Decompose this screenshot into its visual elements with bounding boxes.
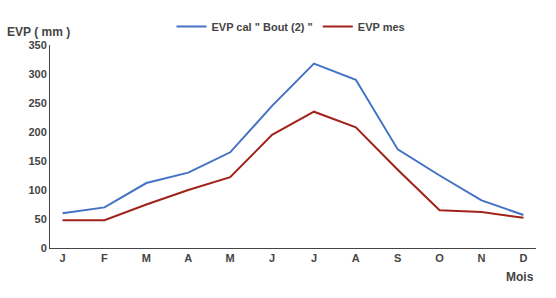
svg-text:M: M [142,252,151,264]
svg-text:EVP mes: EVP mes [358,21,405,33]
svg-text:F: F [101,252,108,264]
svg-text:350: 350 [28,39,46,51]
svg-text:0: 0 [41,242,47,254]
svg-text:250: 250 [28,97,46,109]
svg-text:Mois: Mois [506,270,534,284]
svg-text:150: 150 [28,155,46,167]
svg-text:EVP ( mm ): EVP ( mm ) [7,25,70,39]
svg-text:N: N [478,252,486,264]
svg-text:S: S [394,252,401,264]
svg-text:A: A [352,252,360,264]
svg-text:300: 300 [28,68,46,80]
svg-text:M: M [226,252,235,264]
svg-text:J: J [311,252,317,264]
svg-text:50: 50 [35,213,47,225]
svg-text:200: 200 [28,126,46,138]
svg-text:A: A [184,252,192,264]
svg-text:D: D [519,252,527,264]
svg-text:J: J [269,252,275,264]
svg-text:EVP cal " Bout (2) ": EVP cal " Bout (2) " [212,21,313,33]
svg-text:100: 100 [28,184,46,196]
svg-text:O: O [435,252,444,264]
svg-text:J: J [60,252,66,264]
